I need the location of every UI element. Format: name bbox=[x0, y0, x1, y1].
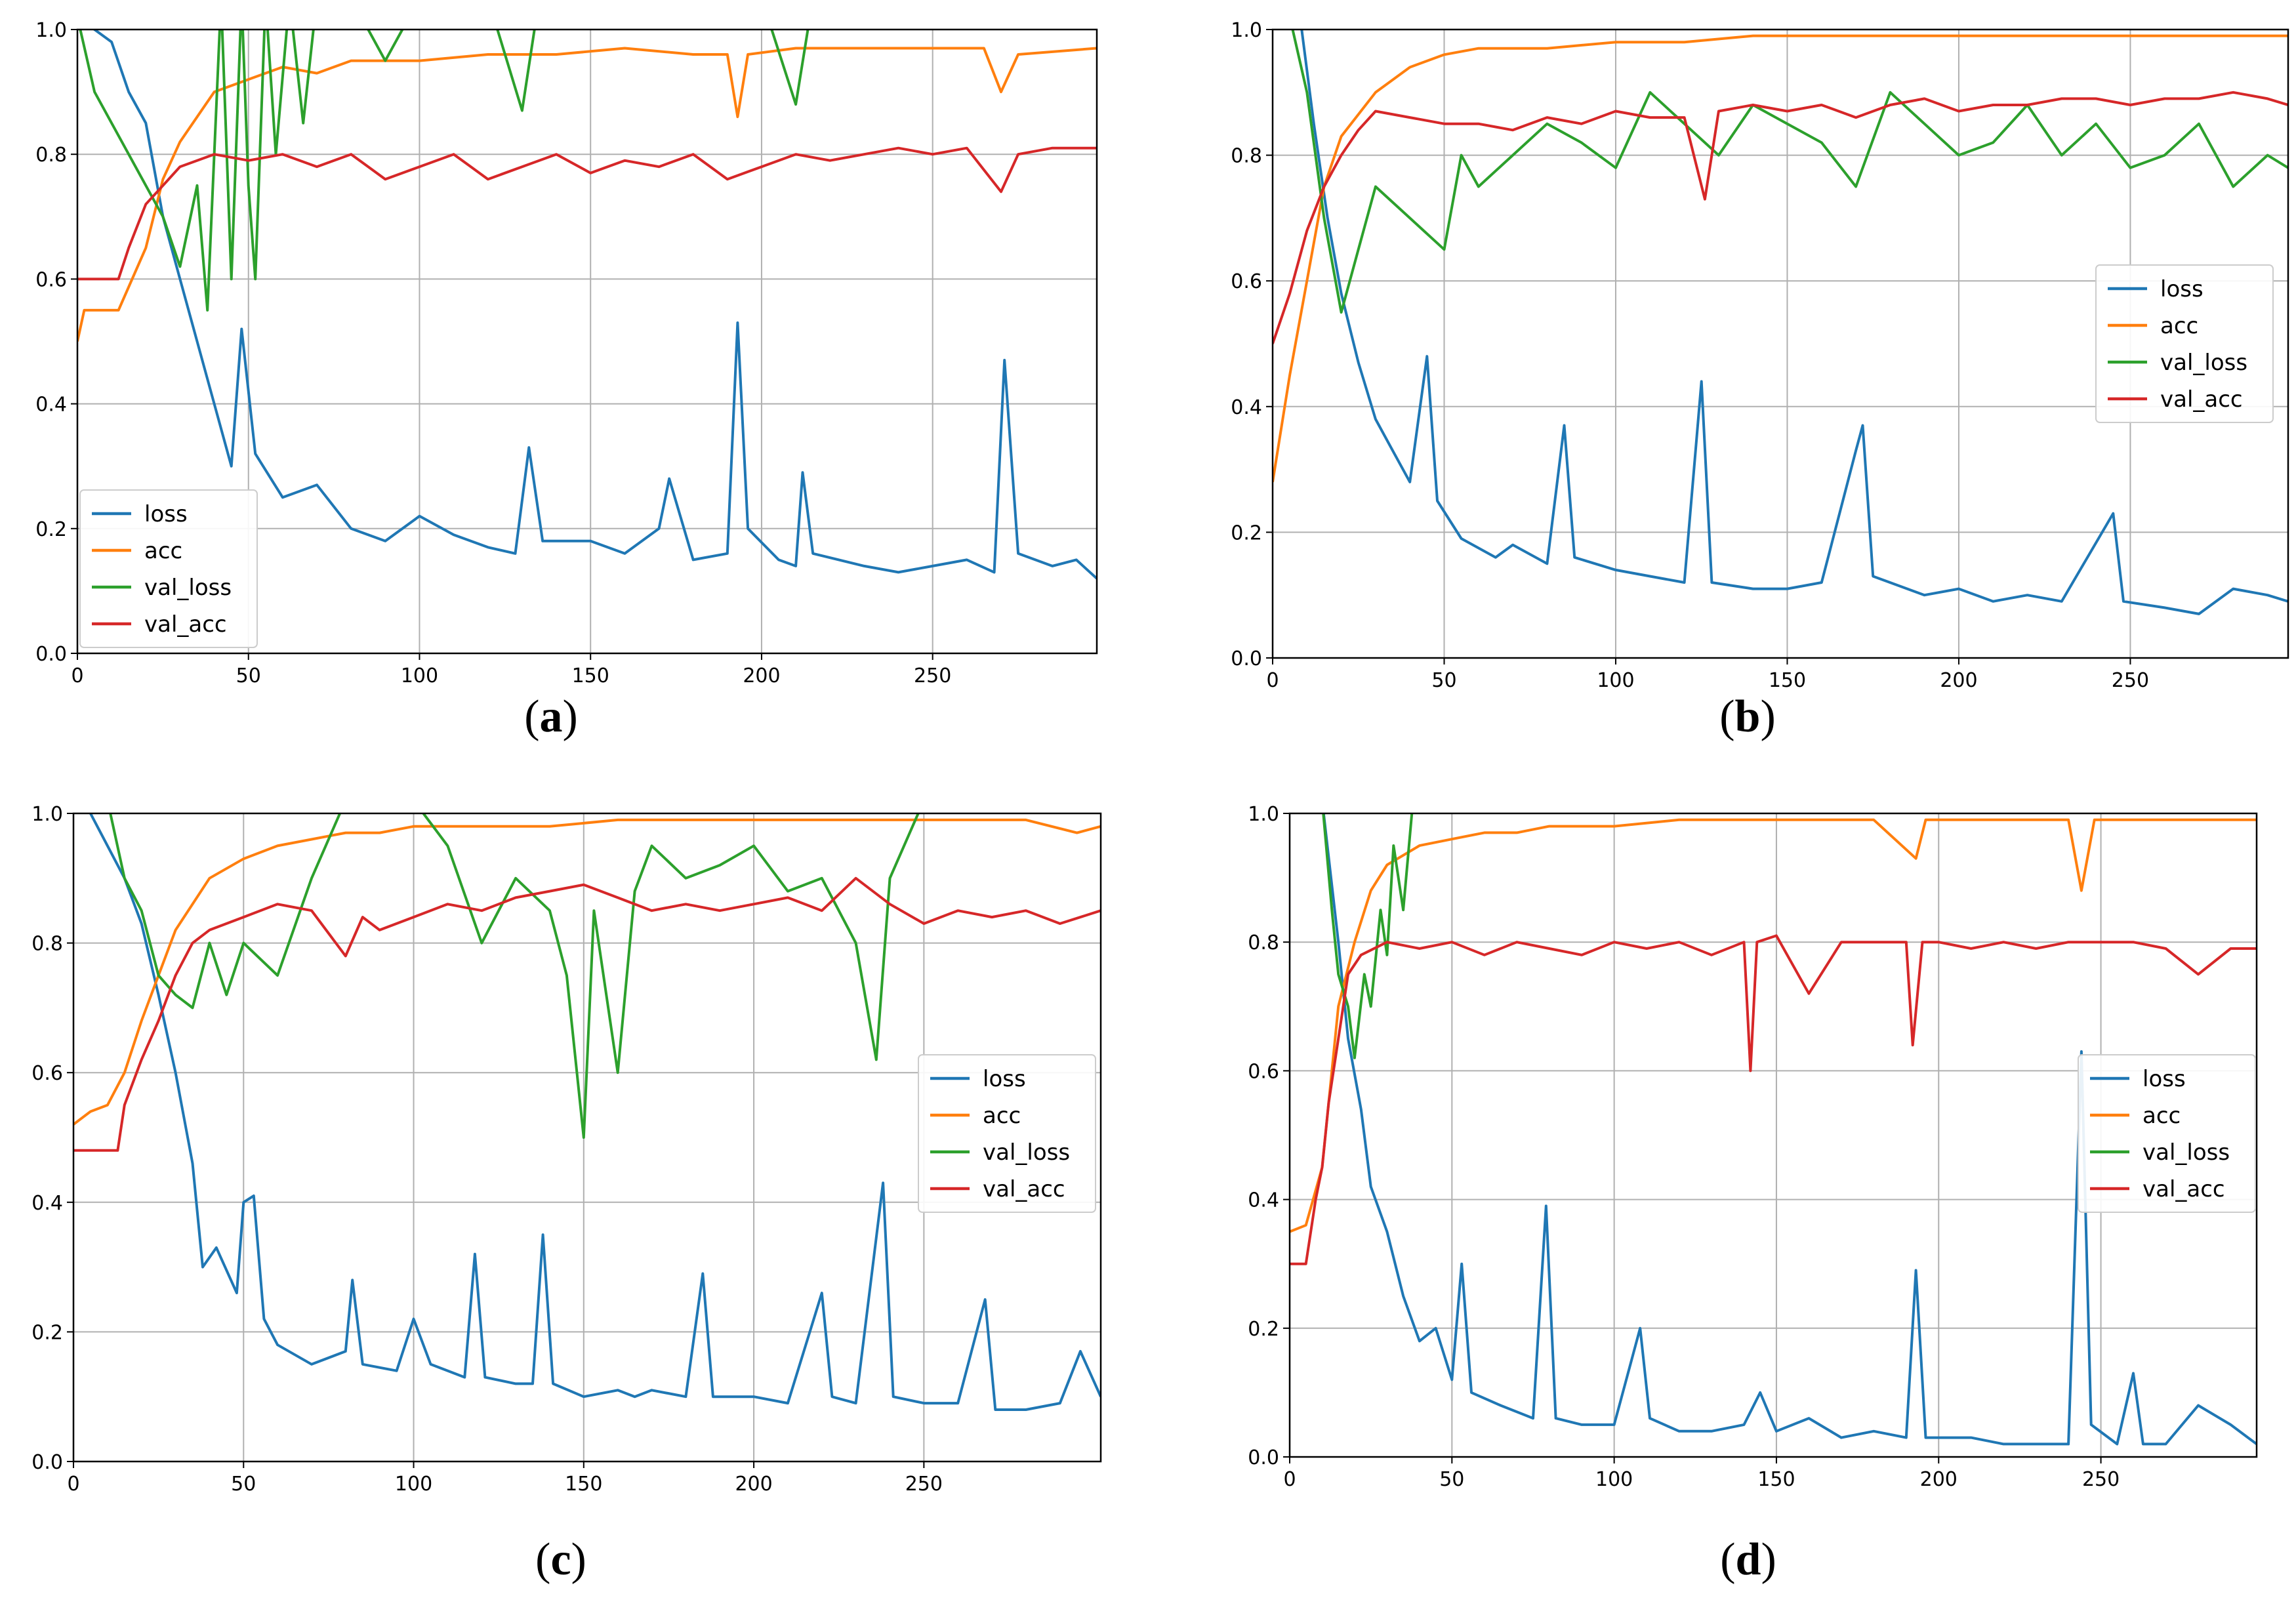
legend-label: val_loss bbox=[2142, 1139, 2230, 1166]
y-tick-label: 0.4 bbox=[31, 1192, 63, 1215]
series-line-acc bbox=[73, 818, 1101, 1126]
x-tick-label: 50 bbox=[231, 1473, 256, 1496]
y-tick-label: 0.0 bbox=[31, 1451, 63, 1474]
panel-caption: (a) bbox=[524, 691, 578, 742]
series-line-val-loss bbox=[1322, 813, 1414, 1059]
series-line-val-loss bbox=[1291, 30, 2288, 314]
x-tick-label: 250 bbox=[914, 664, 951, 687]
x-tick-label: 50 bbox=[236, 664, 261, 687]
y-tick-label: 0.8 bbox=[1248, 931, 1279, 954]
legend-label: acc bbox=[983, 1103, 1021, 1129]
legend-label: loss bbox=[2142, 1066, 2186, 1092]
series-line-acc bbox=[1273, 34, 2288, 483]
x-tick-label: 100 bbox=[401, 664, 438, 687]
axes-frame bbox=[1271, 28, 2289, 659]
legend-label: loss bbox=[2160, 276, 2204, 302]
chart-panel-a: 0 50 100 150 200 250 0.0 0.2 0.4 0.6 0.8 1.0 loss acc… bbox=[35, 19, 1098, 742]
x-tick-label: 200 bbox=[735, 1473, 772, 1496]
legend: loss acc val_loss val_acc bbox=[79, 489, 258, 648]
y-tick-label: 1.0 bbox=[35, 19, 67, 42]
axes-frame bbox=[76, 28, 1098, 655]
legend-label: loss bbox=[983, 1066, 1026, 1092]
y-tick-label: 0.6 bbox=[31, 1062, 63, 1085]
legend-label: val_loss bbox=[983, 1139, 1070, 1166]
legend-label: val_acc bbox=[144, 611, 227, 638]
panel-caption: (b) bbox=[1719, 691, 1776, 742]
legend-label: val_loss bbox=[2160, 350, 2247, 376]
legend-label: val_loss bbox=[144, 575, 232, 601]
legend: loss acc val_loss val_acc bbox=[918, 1054, 1096, 1213]
axes-frame bbox=[1288, 812, 2258, 1458]
x-tick-label: 150 bbox=[1769, 669, 1806, 692]
y-tick-label: 1.0 bbox=[1248, 803, 1279, 826]
legend-label: loss bbox=[144, 501, 188, 527]
y-tick-label: 0.4 bbox=[35, 394, 67, 417]
y-tick-label: 0.6 bbox=[1248, 1060, 1279, 1083]
y-tick-label: 0.4 bbox=[1231, 396, 1262, 419]
chart-panel-d: 0 50 100 150 200 250 0.0 0.2 0.4 0.6 0.8 1.0 loss acc… bbox=[1248, 803, 2258, 1585]
legend-label: acc bbox=[2142, 1103, 2181, 1129]
x-tick-label: 150 bbox=[1757, 1468, 1795, 1491]
x-tick-label: 100 bbox=[1595, 1468, 1633, 1491]
x-tick-label: 0 bbox=[1283, 1468, 1296, 1491]
chart-panel-b: 0 50 100 150 200 250 0.0 0.2 0.4 0.6 0.8 1.0 loss acc… bbox=[1231, 19, 2289, 742]
y-tick-label: 0.8 bbox=[31, 933, 63, 956]
legend-label: acc bbox=[144, 538, 182, 564]
y-tick-label: 0.2 bbox=[1248, 1318, 1279, 1341]
x-tick-label: 250 bbox=[2112, 669, 2149, 692]
series-line-val-acc bbox=[73, 876, 1101, 1152]
y-tick-label: 0.2 bbox=[35, 518, 67, 541]
y-tick-label: 1.0 bbox=[31, 803, 63, 826]
series-line-val-acc bbox=[77, 146, 1097, 281]
panel-caption: (c) bbox=[535, 1534, 586, 1585]
y-tick-label: 0.2 bbox=[31, 1321, 63, 1344]
series-line-loss bbox=[1300, 30, 2288, 615]
series-line-acc bbox=[77, 47, 1097, 342]
y-tick-label: 0.2 bbox=[1231, 521, 1262, 544]
series-line-val-loss bbox=[79, 30, 810, 312]
y-tick-label: 0.0 bbox=[1231, 647, 1262, 670]
chart-panel-c: 0 50 100 150 200 250 0.0 0.2 0.4 0.6 0.8 1.0 loss acc… bbox=[31, 803, 1102, 1585]
x-tick-label: 0 bbox=[1266, 669, 1279, 692]
x-tick-label: 250 bbox=[905, 1473, 943, 1496]
x-tick-label: 150 bbox=[572, 664, 609, 687]
legend-label: val_acc bbox=[983, 1176, 1065, 1202]
series-line-val-acc bbox=[1273, 91, 2288, 344]
series-line-acc bbox=[1290, 818, 2257, 1233]
axes-frame bbox=[72, 812, 1102, 1463]
x-tick-label: 0 bbox=[67, 1473, 79, 1496]
x-tick-label: 100 bbox=[1597, 669, 1634, 692]
x-tick-label: 200 bbox=[1940, 669, 1977, 692]
legend-label: acc bbox=[2160, 313, 2198, 339]
x-tick-label: 250 bbox=[2082, 1468, 2120, 1491]
legend-label: val_acc bbox=[2160, 386, 2243, 413]
legend: loss acc val_loss val_acc bbox=[2078, 1054, 2256, 1213]
series-line-loss bbox=[1322, 813, 2257, 1446]
y-tick-label: 0.4 bbox=[1248, 1189, 1279, 1212]
y-tick-label: 0.0 bbox=[35, 643, 67, 666]
y-tick-label: 0.8 bbox=[35, 144, 67, 167]
x-tick-label: 0 bbox=[71, 664, 83, 687]
series-line-loss bbox=[92, 30, 1097, 580]
y-tick-label: 0.0 bbox=[1248, 1446, 1279, 1469]
y-tick-label: 0.8 bbox=[1231, 145, 1262, 168]
x-tick-label: 200 bbox=[743, 664, 780, 687]
x-tick-label: 50 bbox=[1431, 669, 1456, 692]
y-tick-label: 0.6 bbox=[35, 268, 67, 291]
x-tick-label: 100 bbox=[395, 1473, 432, 1496]
series-line-loss bbox=[88, 813, 1101, 1411]
series-line-val-acc bbox=[1290, 934, 2257, 1265]
x-tick-label: 200 bbox=[1920, 1468, 1958, 1491]
y-tick-label: 1.0 bbox=[1231, 19, 1262, 42]
y-tick-label: 0.6 bbox=[1231, 270, 1262, 293]
panel-caption: (d) bbox=[1720, 1534, 1776, 1585]
x-tick-label: 50 bbox=[1439, 1468, 1464, 1491]
legend: loss acc val_loss val_acc bbox=[2095, 264, 2274, 423]
x-tick-label: 150 bbox=[565, 1473, 602, 1496]
legend-label: val_acc bbox=[2142, 1176, 2225, 1202]
